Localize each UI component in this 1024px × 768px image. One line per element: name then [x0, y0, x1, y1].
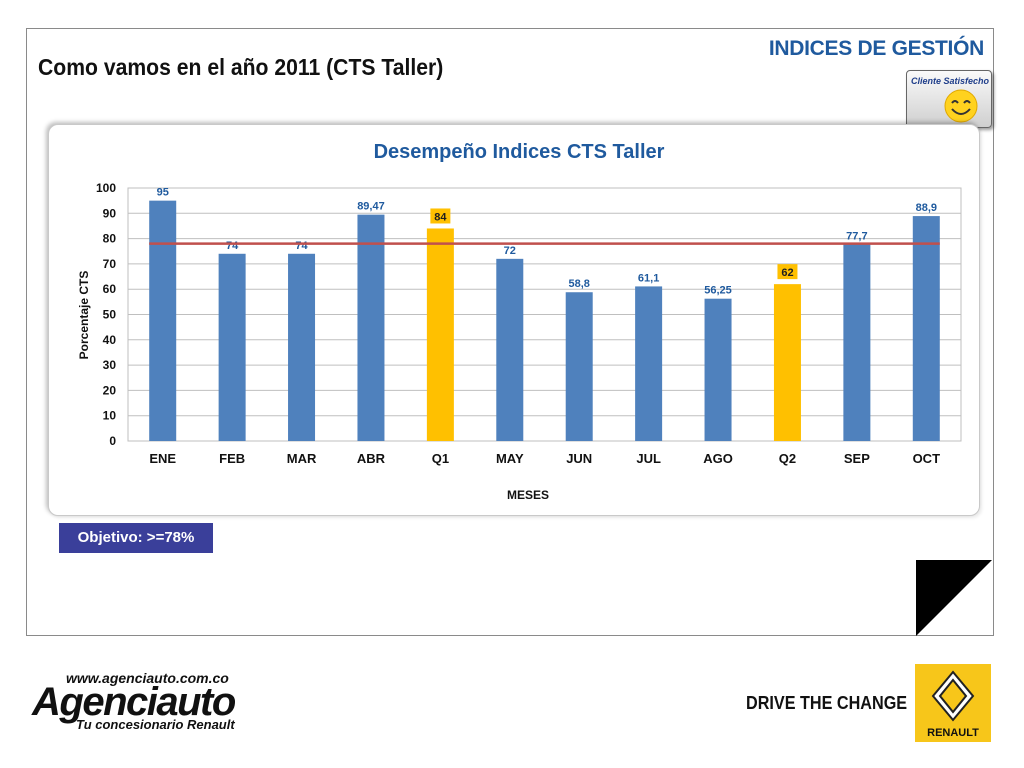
customer-satisfied-badge: Cliente Satisfecho: [906, 70, 992, 128]
y-tick-label: 40: [103, 333, 117, 347]
bar-abr: [357, 214, 385, 441]
section-title: INDICES DE GESTIÓN: [768, 37, 984, 60]
x-tick-label: Q1: [432, 451, 449, 466]
corner-triangle: [916, 560, 992, 636]
data-label: 72: [504, 245, 516, 257]
badge-label: Cliente Satisfecho: [911, 76, 990, 86]
bar-ago: [704, 298, 732, 441]
y-tick-label: 80: [103, 232, 117, 246]
data-label: 74: [295, 240, 308, 252]
y-tick-label: 30: [103, 358, 117, 372]
data-label: 62: [781, 267, 793, 279]
y-tick-label: 90: [103, 206, 117, 220]
x-tick-label: AGO: [703, 451, 733, 466]
bar-jun: [565, 292, 593, 441]
data-label-box: [430, 208, 451, 224]
slogan: DRIVE THE CHANGE: [746, 693, 908, 713]
y-tick-label: 0: [109, 434, 116, 448]
x-tick-label: ABR: [357, 451, 386, 466]
smiley-icon: [944, 89, 978, 123]
bar-mar: [288, 253, 316, 441]
bar-q1: [426, 228, 454, 441]
x-tick-label: OCT: [913, 451, 941, 466]
y-tick-label: 100: [96, 181, 116, 195]
x-tick-label: JUL: [636, 451, 661, 466]
bar-sep: [843, 244, 871, 441]
data-label: 84: [434, 211, 447, 223]
y-axis-title: Porcentaje CTS: [77, 271, 91, 360]
data-label: 61,1: [638, 272, 659, 284]
bar-oct: [912, 216, 940, 441]
y-tick-label: 60: [103, 282, 117, 296]
objective-label: Objetivo: >=78%: [59, 523, 213, 553]
y-tick-label: 70: [103, 257, 117, 271]
renault-diamond-icon: [931, 670, 975, 722]
bar-may: [496, 258, 524, 441]
data-label: 74: [226, 240, 239, 252]
bar-chart: 0 10 20 30 40 50 60 70 80 90 100 95 ENE 74 FEB 74 MAR 89,…: [77, 141, 962, 502]
x-axis-title: MESES: [507, 488, 549, 502]
y-tick-label: 10: [103, 409, 117, 423]
brand-logo-text: Agenciauto: [32, 680, 236, 724]
y-tick-label: 20: [103, 383, 117, 397]
brand-tagline: Tu concesionario Renault: [76, 717, 235, 732]
data-label: 58,8: [568, 278, 589, 290]
bar-jul: [635, 286, 663, 441]
data-label: 56,25: [704, 285, 732, 297]
bar-ene: [149, 200, 177, 441]
data-label: 95: [157, 187, 169, 199]
x-tick-label: MAR: [287, 451, 317, 466]
data-label: 88,9: [916, 202, 937, 214]
data-label: 77,7: [846, 230, 867, 242]
bar-feb: [218, 253, 246, 441]
x-tick-label: JUN: [566, 451, 592, 466]
x-tick-label: FEB: [219, 451, 245, 466]
x-tick-label: MAY: [496, 451, 524, 466]
renault-label: RENAULT: [927, 727, 979, 739]
chart-title: Desempeño Indices CTS Taller: [374, 141, 665, 163]
y-tick-label: 50: [103, 308, 117, 322]
x-tick-label: ENE: [149, 451, 176, 466]
x-tick-label: SEP: [844, 451, 870, 466]
data-label-box: [777, 264, 798, 280]
x-tick-label: Q2: [779, 451, 796, 466]
chart-panel: 0 10 20 30 40 50 60 70 80 90 100 95 ENE 74 FEB 74 MAR 89,…: [48, 124, 980, 516]
website-url[interactable]: www.agenciauto.com.co: [66, 670, 229, 686]
renault-logo: RENAULT: [915, 664, 991, 742]
data-label: 89,47: [357, 201, 385, 213]
page-title: Como vamos en el año 2011 (CTS Taller): [38, 54, 444, 80]
bar-q2: [773, 284, 801, 441]
